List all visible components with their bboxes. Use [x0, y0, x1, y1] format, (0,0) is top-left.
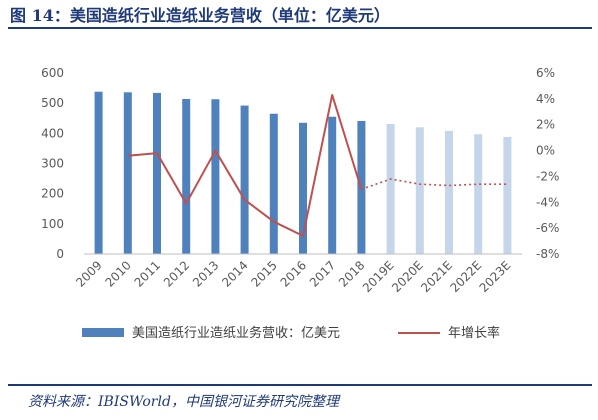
- right-tick-label: -4%: [536, 195, 559, 209]
- x-tick-label: 2013: [190, 258, 221, 289]
- bar-forecast: [503, 136, 512, 254]
- right-tick-label: 0%: [536, 144, 555, 158]
- x-tick-label: 2009: [73, 258, 104, 289]
- left-tick-label: 300: [41, 157, 64, 171]
- bar: [328, 116, 337, 255]
- left-tick-label: 100: [41, 217, 64, 231]
- bar-forecast: [445, 130, 453, 254]
- legend-bar-swatch: [82, 328, 124, 337]
- right-tick-label: 6%: [536, 66, 555, 80]
- title-rule: [8, 27, 592, 29]
- left-tick-label: 600: [41, 66, 64, 80]
- bar: [94, 91, 103, 254]
- x-tick-label: 2016: [278, 258, 309, 289]
- right-tick-label: -6%: [536, 221, 559, 235]
- bar: [299, 122, 307, 254]
- x-tick-label: 2010: [102, 258, 133, 289]
- source-note: 资料来源：IBISWorld，中国银河证券研究院整理: [28, 394, 339, 410]
- x-tick-label: 2022E: [447, 258, 484, 295]
- x-tick-label: 2017: [307, 258, 338, 289]
- x-tick-label: 2020E: [389, 258, 426, 295]
- x-tick-label: 2012: [161, 258, 192, 289]
- legend: 美国造纸行业造纸业务营收：亿美元 年增长率: [82, 325, 500, 341]
- growth-line-actual: [127, 93, 363, 237]
- legend-bar-label: 美国造纸行业造纸业务营收：亿美元: [132, 325, 340, 341]
- bar-forecast: [474, 134, 483, 254]
- x-tick-label: 2019E: [360, 258, 397, 295]
- bar: [153, 92, 161, 254]
- x-tick-label: 2011: [132, 258, 163, 289]
- x-tick-label: 2021E: [418, 258, 455, 295]
- bar: [269, 113, 278, 254]
- source-rule: [8, 384, 592, 386]
- legend-line-label: 年增长率: [448, 325, 500, 341]
- x-axis: 2009201020112012201320142015201620172018…: [73, 258, 513, 295]
- bar: [182, 98, 191, 254]
- figure-title: 图 14：美国造纸行业造纸业务营收（单位：亿美元）: [10, 6, 390, 25]
- left-tick-label: 200: [41, 187, 64, 201]
- left-tick-label: 0: [56, 247, 64, 261]
- bar-forecast: [386, 123, 395, 254]
- x-tick-label: 2014: [219, 258, 250, 289]
- bar-forecast: [415, 127, 424, 254]
- right-axis: -8% -6% -4% -2% 0% 2% 4% 6%: [536, 66, 559, 261]
- left-tick-label: 400: [41, 126, 64, 140]
- left-axis: 0 100 200 300 400 500 600: [41, 66, 64, 261]
- x-tick-label: 2015: [248, 258, 279, 289]
- bar: [240, 105, 249, 254]
- right-tick-label: 2%: [536, 118, 555, 132]
- growth-line-series: [127, 93, 508, 237]
- right-tick-label: -2%: [536, 169, 559, 183]
- growth-line-forecast: [361, 178, 508, 191]
- x-tick-label: 2023E: [477, 258, 514, 295]
- right-tick-label: -8%: [536, 247, 559, 261]
- revenue-growth-chart: 0 100 200 300 400 500 600 -8% -6% -4% -2% 0% 2% 4% 6%…: [41, 66, 559, 341]
- bar-series: [94, 91, 512, 255]
- bar: [123, 92, 132, 254]
- right-tick-label: 4%: [536, 92, 555, 106]
- left-tick-label: 500: [41, 96, 64, 110]
- bar: [211, 99, 220, 254]
